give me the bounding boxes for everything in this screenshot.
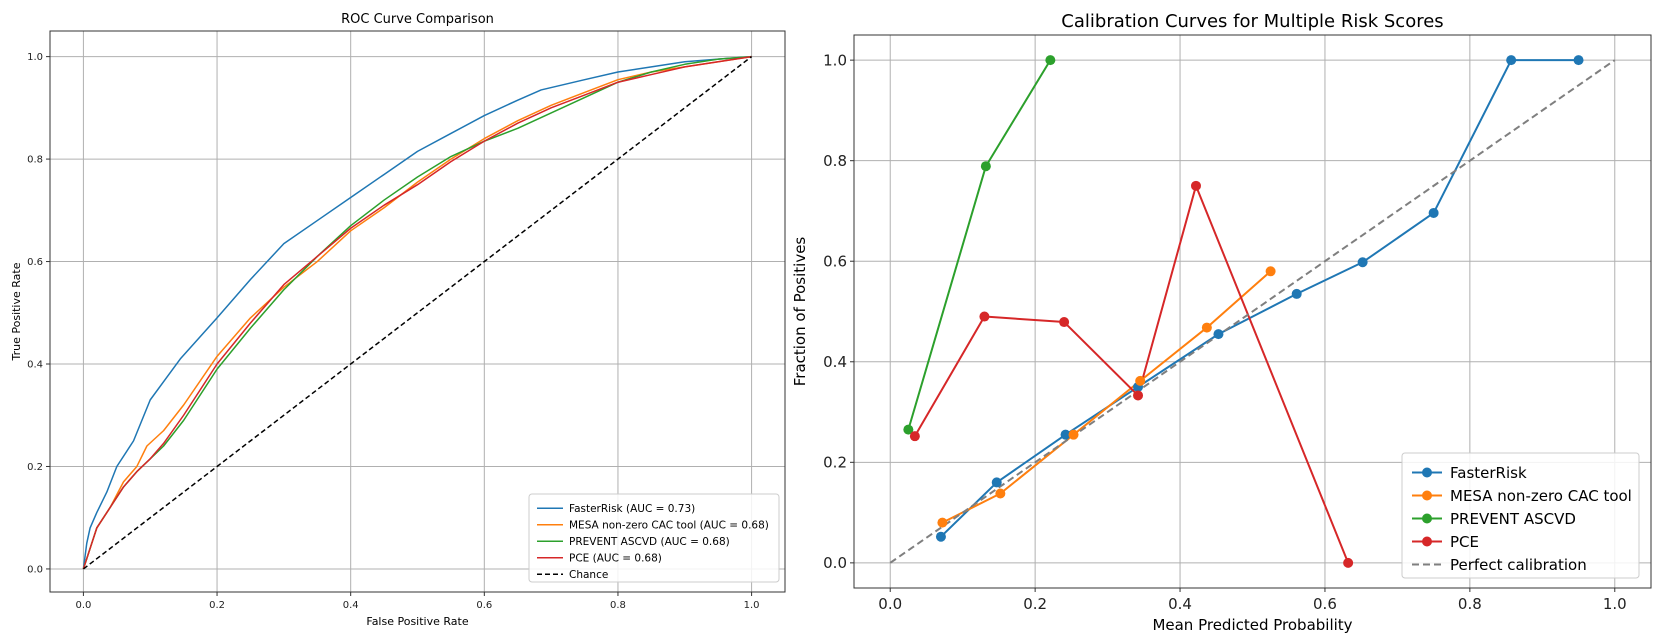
x-tick-label: 0.8 bbox=[610, 600, 626, 611]
series-line-fasterrisk bbox=[82, 55, 752, 570]
legend-label-prevent-ascvd: PREVENT ASCVD (AUC = 0.68) bbox=[569, 536, 730, 548]
y-tick-label: 0.0 bbox=[823, 554, 847, 572]
y-tick-label: 0.4 bbox=[823, 353, 847, 371]
series-line-mesa-non-zero-cac-tool bbox=[941, 270, 1272, 524]
data-point-prevent-ascvd bbox=[1045, 55, 1056, 66]
chart-title: ROC Curve Comparison bbox=[341, 12, 494, 27]
data-point-pce bbox=[979, 311, 990, 322]
chart-title: Calibration Curves for Multiple Risk Sco… bbox=[1061, 11, 1443, 32]
data-point-prevent-ascvd bbox=[980, 161, 991, 172]
series-line-perfect-calibration bbox=[889, 59, 1616, 564]
x-tick-label: 0.6 bbox=[1313, 595, 1337, 613]
data-point-mesa-non-zero-cac-tool bbox=[1265, 266, 1276, 277]
legend-marker-prevent-ascvd bbox=[1422, 513, 1432, 524]
data-point-mesa-non-zero-cac-tool bbox=[1068, 429, 1079, 440]
axes-frame bbox=[49, 30, 786, 593]
y-tick-label: 0.2 bbox=[823, 454, 847, 472]
data-point-fasterrisk bbox=[935, 531, 946, 542]
data-point-fasterrisk bbox=[991, 477, 1002, 488]
x-tick-label: 1.0 bbox=[744, 600, 760, 611]
y-axis-label: Fraction of Positives bbox=[791, 237, 809, 387]
data-point-fasterrisk bbox=[1428, 207, 1439, 218]
legend-label-pce: PCE (AUC = 0.68) bbox=[569, 552, 662, 564]
legend-box bbox=[1401, 452, 1640, 579]
legend-box bbox=[528, 493, 780, 583]
y-tick-label: 0.8 bbox=[823, 152, 847, 170]
legend-label-pce: PCE bbox=[1450, 533, 1479, 551]
y-tick-label: 0.0 bbox=[27, 564, 43, 575]
legend-label-mesa-non-zero-cac-tool: MESA non-zero CAC tool bbox=[1450, 487, 1632, 505]
y-tick-label: 1.0 bbox=[823, 51, 847, 69]
y-tick-label: 0.4 bbox=[27, 360, 43, 371]
data-point-pce bbox=[1059, 317, 1070, 328]
series-line-pce bbox=[82, 55, 752, 570]
x-tick-label: 0.6 bbox=[476, 600, 492, 611]
legend-marker-mesa-non-zero-cac-tool bbox=[1422, 490, 1432, 501]
x-tick-label: 0.2 bbox=[209, 600, 225, 611]
x-tick-label: 0.4 bbox=[1168, 595, 1192, 613]
x-tick-label: 0.0 bbox=[878, 595, 902, 613]
legend: FasterRisk (AUC = 0.73) MESA non-zero CAC… bbox=[528, 493, 780, 583]
data-point-pce bbox=[1133, 390, 1144, 401]
data-point-pce bbox=[909, 431, 920, 442]
plot-area bbox=[82, 55, 753, 570]
data-point-fasterrisk bbox=[1213, 329, 1224, 340]
data-point-prevent-ascvd bbox=[903, 424, 914, 435]
legend-label-mesa-non-zero-cac-tool: MESA non-zero CAC tool (AUC = 0.68) bbox=[569, 519, 769, 531]
x-axis-label: Mean Predicted Probability bbox=[1152, 616, 1352, 634]
series-line-fasterrisk bbox=[940, 59, 1579, 538]
y-tick-label: 0.8 bbox=[27, 155, 43, 166]
data-point-pce bbox=[1343, 557, 1354, 568]
data-point-fasterrisk bbox=[1573, 55, 1584, 66]
calibration-chart: 0.0 0.2 0.4 0.6 0.8 1.0 0.0 0.2 0.4 0.6 0.8 1.0 Cali… bbox=[791, 11, 1652, 634]
legend-marker-pce bbox=[1422, 536, 1432, 547]
x-tick-label: 0.2 bbox=[1023, 595, 1047, 613]
x-tick-label: 0.0 bbox=[75, 600, 91, 611]
data-point-pce bbox=[1190, 180, 1201, 191]
data-point-mesa-non-zero-cac-tool bbox=[1201, 322, 1212, 333]
series-line-pce bbox=[913, 184, 1350, 564]
data-point-mesa-non-zero-cac-tool bbox=[995, 488, 1006, 499]
x-axis-label: False Positive Rate bbox=[366, 615, 468, 628]
y-tick-label: 0.6 bbox=[27, 257, 43, 268]
data-point-fasterrisk bbox=[1506, 55, 1517, 66]
plot-area bbox=[889, 59, 1616, 564]
y-axis-label: True Positive Rate bbox=[10, 262, 23, 361]
series-line-prevent-ascvd bbox=[907, 59, 1052, 430]
y-tick-label: 1.0 bbox=[27, 52, 43, 63]
y-tick-label: 0.2 bbox=[27, 462, 43, 473]
x-tick-label: 1.0 bbox=[1603, 595, 1627, 613]
data-point-fasterrisk bbox=[1291, 288, 1302, 299]
legend-label-prevent-ascvd: PREVENT ASCVD bbox=[1450, 510, 1576, 528]
y-tick-label: 0.6 bbox=[823, 252, 847, 270]
series-line-mesa-non-zero-cac-tool bbox=[82, 55, 752, 570]
data-point-mesa-non-zero-cac-tool bbox=[937, 517, 948, 528]
x-tick-label: 0.4 bbox=[343, 600, 359, 611]
legend-label-fasterrisk: FasterRisk (AUC = 0.73) bbox=[569, 503, 695, 515]
legend-label-chance: Chance bbox=[569, 569, 608, 581]
x-tick-label: 0.8 bbox=[1458, 595, 1482, 613]
data-point-fasterrisk bbox=[1060, 429, 1071, 440]
roc-chart: 0.0 0.2 0.4 0.6 0.8 1.0 0.0 0.2 0.4 0.6 0.8 1.0 ROC … bbox=[10, 12, 786, 628]
series-line-chance bbox=[82, 56, 753, 570]
data-point-fasterrisk bbox=[1357, 257, 1368, 268]
axes-frame bbox=[853, 34, 1652, 589]
legend-marker-fasterrisk bbox=[1422, 467, 1432, 478]
data-point-mesa-non-zero-cac-tool bbox=[1135, 375, 1146, 386]
legend-label-perfect-calibration: Perfect calibration bbox=[1450, 556, 1587, 574]
legend: FasterRisk MESA non-zero CAC tool PREVENT … bbox=[1401, 452, 1640, 579]
legend-label-fasterrisk: FasterRisk bbox=[1450, 464, 1527, 482]
